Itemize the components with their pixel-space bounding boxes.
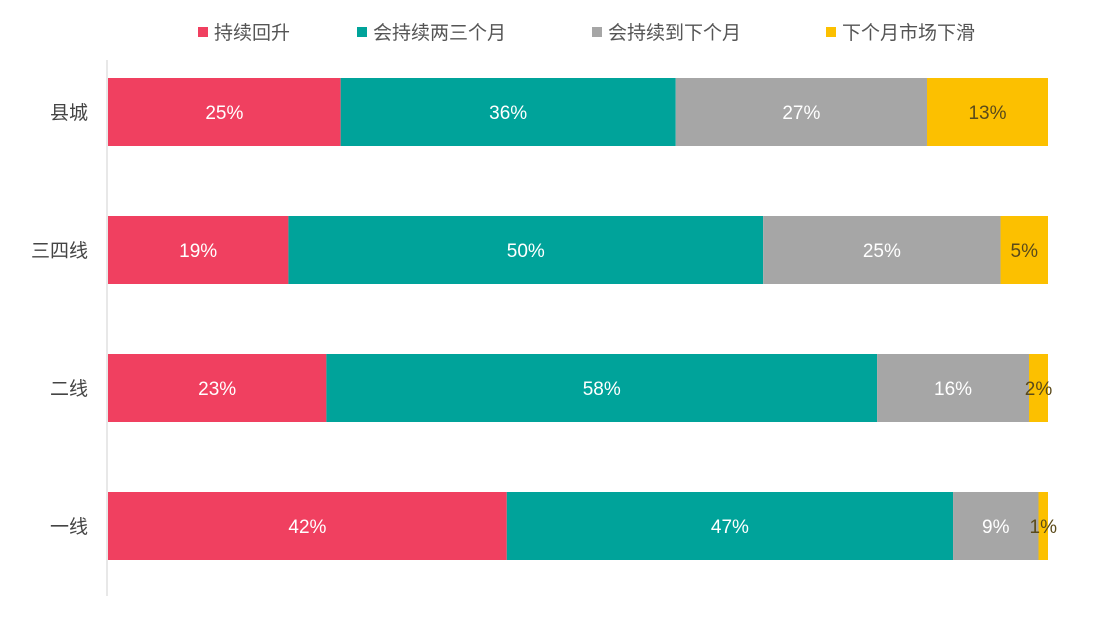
- category-label-1: 县城: [50, 102, 88, 124]
- category-label-4: 一线: [50, 516, 88, 538]
- bar-segment-4-4: [1038, 492, 1048, 560]
- data-label-4-2: 47%: [711, 517, 749, 538]
- bar-segment-1-1: [108, 78, 341, 146]
- legend-label-4: 下个月市场下滑: [842, 22, 975, 44]
- data-label-3-4: 2%: [1025, 379, 1053, 400]
- data-label-1-4: 13%: [968, 103, 1006, 124]
- data-label-4-4: 1%: [1030, 517, 1058, 538]
- category-label-3: 二线: [50, 378, 88, 400]
- data-label-3-2: 58%: [583, 379, 621, 400]
- data-label-4-1: 42%: [288, 517, 326, 538]
- bar-segment-2-1: [108, 216, 289, 284]
- data-label-2-2: 50%: [507, 241, 545, 262]
- data-label-1-1: 25%: [205, 103, 243, 124]
- data-label-2-4: 5%: [1011, 241, 1039, 262]
- category-label-2: 三四线: [31, 240, 88, 262]
- bar-segment-1-3: [675, 78, 928, 146]
- legend-label-3: 会持续到下个月: [608, 22, 741, 44]
- data-label-3-3: 16%: [934, 379, 972, 400]
- data-label-1-3: 27%: [782, 103, 820, 124]
- legend-label-2: 会持续两三个月: [373, 22, 506, 44]
- bar-segment-2-3: [763, 216, 1001, 284]
- bar-segment-4-1: [108, 492, 507, 560]
- bar-segment-4-3: [953, 492, 1039, 560]
- bar-segment-3-1: [108, 354, 327, 422]
- legend-swatch-4: [826, 27, 836, 37]
- legend-swatch-1: [198, 27, 208, 37]
- bar-segment-1-2: [340, 78, 676, 146]
- bar-segment-3-3: [877, 354, 1030, 422]
- legend-swatch-2: [357, 27, 367, 37]
- bar-segment-3-2: [326, 354, 878, 422]
- data-label-3-1: 23%: [198, 379, 236, 400]
- legend-label-1: 持续回升: [214, 22, 290, 44]
- bar-segment-2-4: [1000, 216, 1048, 284]
- data-label-1-2: 36%: [489, 103, 527, 124]
- data-label-4-3: 9%: [982, 517, 1010, 538]
- data-label-2-3: 25%: [863, 241, 901, 262]
- legend: 持续回升 会持续两三个月 会持续到下个月 下个月市场下滑: [198, 22, 975, 44]
- bar-segment-3-4: [1029, 354, 1048, 422]
- data-label-2-1: 19%: [179, 241, 217, 262]
- bar-segment-1-4: [927, 78, 1048, 146]
- bar-segment-2-2: [288, 216, 764, 284]
- bar-segment-4-2: [506, 492, 954, 560]
- legend-swatch-3: [592, 27, 602, 37]
